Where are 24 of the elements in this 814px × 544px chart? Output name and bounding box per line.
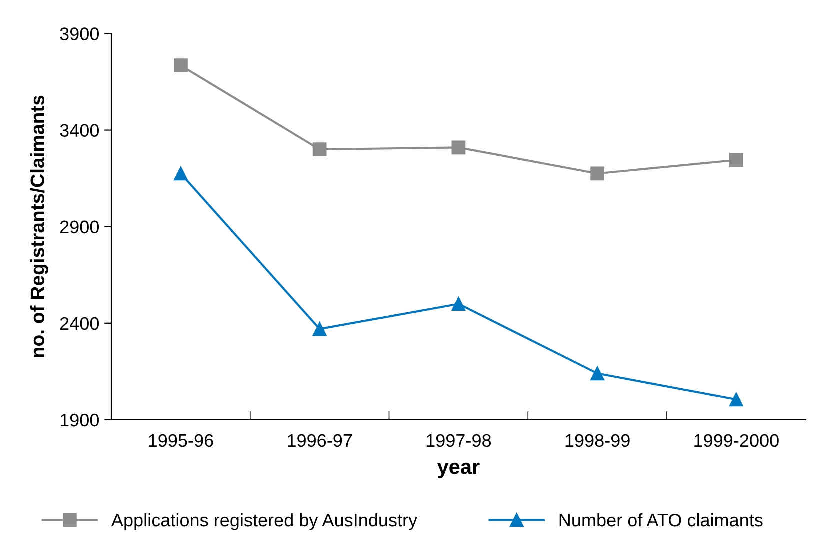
point [174, 58, 188, 73]
point [312, 322, 327, 336]
point [729, 153, 744, 168]
y-tick-label: 2900 [60, 220, 100, 234]
y-tick-label: 1900 [60, 414, 100, 427]
point [312, 142, 327, 157]
x-tick-label: 1996-97 [288, 434, 352, 448]
point [174, 166, 188, 181]
y-tick-label: 3400 [60, 124, 100, 138]
point [729, 392, 744, 407]
x-tick-label: 1998-99 [566, 434, 630, 448]
x-tick-label: 1999-2000 [694, 434, 779, 448]
legend-label: Applications registered by AusIndustry [111, 513, 418, 530]
point [590, 166, 604, 181]
y-tick-label: 3900 [60, 28, 100, 40]
point [590, 366, 604, 381]
x-axis-title: year [437, 462, 480, 478]
point [452, 140, 466, 155]
point [452, 297, 466, 312]
x-tick-label: 1995-96 [149, 434, 214, 448]
y-tick-label: 2400 [60, 317, 100, 330]
legend-label: Number of ATO claimants [560, 513, 763, 527]
x-tick-label: 1997-98 [426, 434, 492, 448]
y-axis-title: no. of Registrants/Claimants [30, 96, 48, 358]
